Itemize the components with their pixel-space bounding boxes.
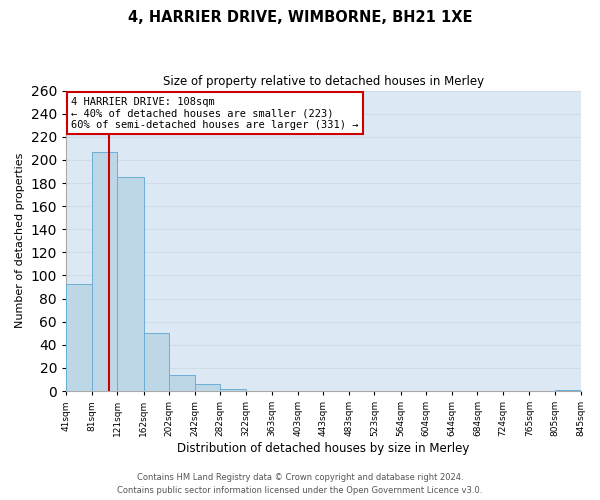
Y-axis label: Number of detached properties: Number of detached properties (15, 153, 25, 328)
Bar (169, 375, 194, 391)
Bar (143, 334, 169, 391)
Text: 4 HARRIER DRIVE: 108sqm
← 40% of detached houses are smaller (223)
60% of semi-d: 4 HARRIER DRIVE: 108sqm ← 40% of detache… (71, 96, 359, 130)
Bar (220, 388, 246, 391)
Text: 4, HARRIER DRIVE, WIMBORNE, BH21 1XE: 4, HARRIER DRIVE, WIMBORNE, BH21 1XE (128, 10, 472, 25)
Bar (194, 384, 220, 391)
Text: Contains HM Land Registry data © Crown copyright and database right 2024.
Contai: Contains HM Land Registry data © Crown c… (118, 474, 482, 495)
X-axis label: Distribution of detached houses by size in Merley: Distribution of detached houses by size … (177, 442, 469, 455)
Bar (117, 177, 143, 391)
Title: Size of property relative to detached houses in Merley: Size of property relative to detached ho… (163, 75, 484, 88)
Bar (92, 152, 117, 391)
Bar (66, 284, 92, 391)
Bar (555, 390, 581, 391)
